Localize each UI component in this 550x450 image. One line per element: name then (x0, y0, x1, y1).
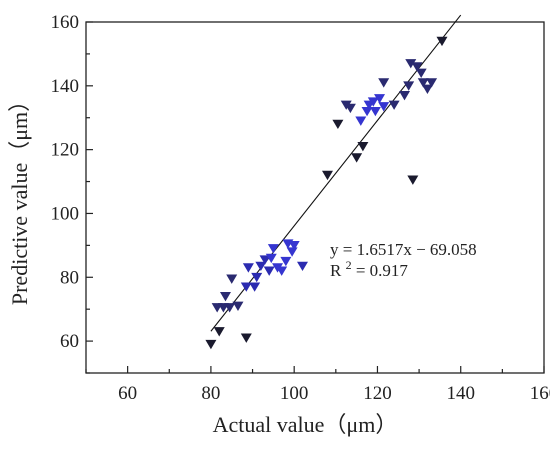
data-point (232, 301, 244, 311)
data-point (407, 175, 419, 185)
data-point (280, 256, 292, 267)
data-point (259, 255, 271, 265)
data-point (436, 36, 448, 47)
data-point (263, 266, 275, 276)
data-point (417, 78, 429, 88)
data-point (297, 261, 309, 272)
r-squared-value: = 0.917 (356, 261, 409, 280)
data-point (267, 244, 279, 254)
regression-annotation: y = 1.6517x − 69.058 R 2 = 0.917 (330, 240, 477, 280)
x-axis-title: Actual value（μm） (213, 412, 398, 437)
data-point (265, 253, 277, 264)
data-point (242, 263, 254, 273)
data-point (255, 261, 267, 272)
y-axis-title: Predictive value（μm） (7, 90, 32, 305)
x-axis-ticks: 60 80 100 120 140 160 (85, 366, 550, 404)
data-point (405, 59, 417, 69)
data-point (357, 142, 369, 152)
data-point (399, 90, 411, 101)
data-point (367, 97, 379, 107)
data-point (403, 81, 415, 91)
data-point (388, 100, 400, 110)
data-point (378, 102, 390, 112)
data-point (288, 240, 300, 251)
r-squared-label: R 2 = 0.917 (330, 254, 408, 280)
r-squared-prefix: R (330, 261, 342, 280)
y-tick-label: 100 (51, 203, 80, 224)
data-point (213, 327, 225, 337)
r-squared-exponent: 2 (346, 258, 352, 272)
data-point (240, 333, 252, 343)
data-point (219, 292, 231, 302)
regression-equation: y = 1.6517x − 69.058 (330, 240, 477, 259)
x-tick-label: 80 (201, 383, 220, 404)
plot-border (85, 21, 545, 374)
data-point (276, 266, 288, 276)
data-point (411, 62, 423, 72)
data-point (344, 103, 356, 114)
data-point (421, 84, 433, 94)
x-tick-label: 100 (280, 383, 309, 404)
data-point (374, 94, 386, 104)
data-point (332, 119, 344, 130)
data-point (426, 78, 438, 88)
y-tick-label: 160 (51, 12, 80, 33)
data-point (240, 282, 252, 292)
data-point (378, 78, 390, 88)
x-tick-label: 140 (446, 383, 475, 404)
x-tick-label: 120 (363, 383, 392, 404)
data-point (369, 106, 381, 117)
data-point (251, 272, 263, 283)
data-point (351, 153, 363, 163)
data-point (355, 116, 367, 126)
x-tick-label: 60 (118, 383, 137, 404)
y-tick-label: 140 (51, 76, 80, 97)
data-point (286, 247, 298, 257)
data-points (205, 36, 448, 350)
y-tick-label: 80 (60, 267, 79, 288)
y-axis-ticks: 60 80 100 120 140 160 (51, 12, 93, 374)
data-point (321, 170, 333, 181)
y-tick-label: 120 (51, 140, 80, 161)
data-point (415, 68, 427, 79)
data-point (249, 282, 261, 292)
data-point (205, 339, 217, 350)
data-point (361, 106, 373, 117)
x-tick-label: 160 (530, 383, 550, 404)
y-tick-label: 60 (60, 331, 79, 352)
plot-frame (85, 21, 545, 374)
data-point (224, 303, 236, 313)
data-point (226, 274, 238, 284)
